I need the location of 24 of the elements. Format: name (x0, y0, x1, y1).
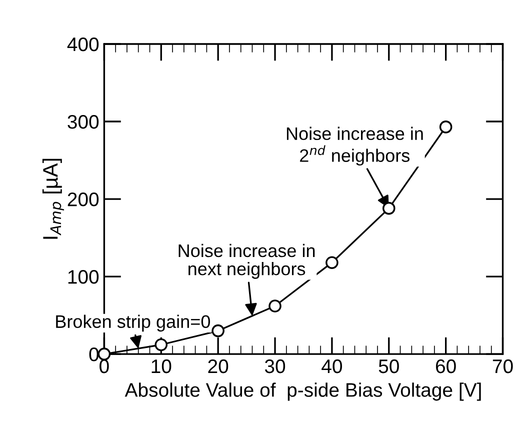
x-tick-label: 40 (322, 359, 342, 374)
annotation: Broken strip gain=0 (56, 314, 210, 332)
x-tick-label: 30 (264, 359, 286, 374)
x-tick-label: 10 (152, 359, 172, 374)
y-axis-title: I$_{Amp}$ [µA] (42, 158, 64, 239)
x-tick-label: 50 (378, 359, 399, 374)
point (268, 300, 282, 312)
point (439, 120, 452, 134)
x-axis-title: Absolute Value of p-side Bias Voltage [V] (124, 382, 481, 401)
annotation: Noise increase in 2$^{nd}$ neighbors (286, 126, 423, 166)
y-tick-label: 300 (68, 114, 99, 129)
point (326, 256, 338, 269)
point (154, 338, 168, 352)
x-tick-label: 60 (436, 359, 456, 374)
y-tick-label: 400 (67, 37, 99, 52)
y-tick-label: 0 (89, 348, 99, 362)
y-tick-label: 200 (68, 192, 99, 206)
point (212, 324, 224, 338)
annotation: Noise increase in next neighbors (178, 244, 315, 279)
y-tick-label: 100 (68, 270, 99, 284)
point (382, 202, 396, 215)
x-tick-label: 0 (100, 359, 109, 374)
x-tick-label: 20 (208, 359, 228, 374)
x-tick-label: 70 (492, 359, 513, 374)
